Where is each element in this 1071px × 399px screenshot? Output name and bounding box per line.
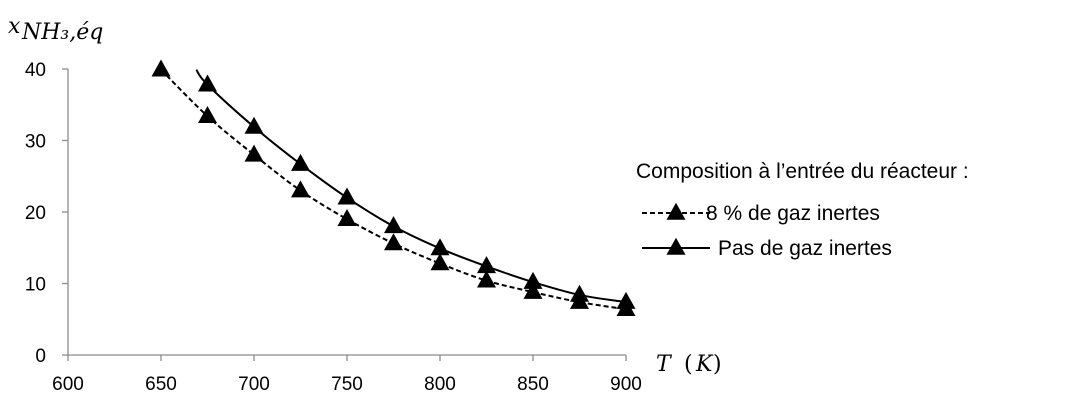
data-point-triangle [430,253,450,271]
x-tick-label: 800 [424,374,456,395]
x-axis-title-text: T [656,352,673,377]
data-point-triangle [198,74,217,92]
x-tick-label: 700 [238,374,270,395]
x-tick-label: 850 [517,374,549,395]
y-tick-label: 0 [35,346,46,367]
x-tick-label: 900 [610,374,642,395]
series-2 [195,69,636,309]
data-point-triangle [198,105,217,123]
legend-items: 8 % de gaz inertes Pas de gaz inertes [642,202,892,260]
legend-marker-triangle [666,237,686,255]
plot-area: 600 650 700 750 800 850 900 0 10 20 30 40 [25,59,642,395]
x-axis-title-unit-close: ) [713,352,722,377]
x-tick-label: 600 [52,374,84,395]
y-tick-label: 40 [25,60,46,81]
legend-title: Composition à l’entrée du réacteur : [636,160,969,183]
x-axis-title: T ( K ) [656,352,722,377]
y-axis-title: x NH₃,éq [8,14,103,45]
data-point-triangle [616,291,636,309]
legend-item: Pas de gaz inertes [642,237,892,260]
data-point-triangle [477,256,496,274]
legend-label: 8 % de gaz inertes [706,202,880,225]
legend-item: 8 % de gaz inertes [642,202,880,225]
x-tick-label: 750 [331,374,363,395]
x-axis-title-unit: ( [684,352,693,377]
legend-label: Pas de gaz inertes [718,237,892,260]
data-point-triangle [384,233,403,251]
legend: Composition à l’entrée du réacteur : 8 %… [636,160,969,260]
x-axis-title-unit-k: K [695,352,714,377]
data-point-triangle [291,180,310,198]
y-axis-title-x: x [8,14,21,39]
data-point-triangle [244,144,264,162]
series-layer [151,59,636,317]
y-tick-label: 30 [25,132,46,153]
x-tick-label: 650 [145,374,177,395]
data-point-triangle [244,116,264,134]
data-point-triangle [337,187,357,205]
y-axis-title-subscript: NH₃,éq [21,20,103,45]
y-tick-label: 10 [25,275,46,296]
y-ticks: 0 10 20 30 40 [25,60,68,367]
data-point-triangle [570,284,589,302]
data-point-triangle [523,281,543,299]
y-tick-label: 20 [25,203,46,224]
data-point-triangle [523,271,543,289]
data-point-triangle [384,216,403,234]
x-ticks: 600 650 700 750 800 850 900 [52,355,642,395]
series-line [195,69,627,304]
data-point-triangle [430,238,450,256]
data-point-triangle [477,270,496,288]
legend-marker-triangle [666,202,686,220]
series-1 [151,59,636,317]
data-point-triangle [151,59,171,77]
data-point-triangle [337,208,357,226]
data-point-triangle [291,153,310,171]
